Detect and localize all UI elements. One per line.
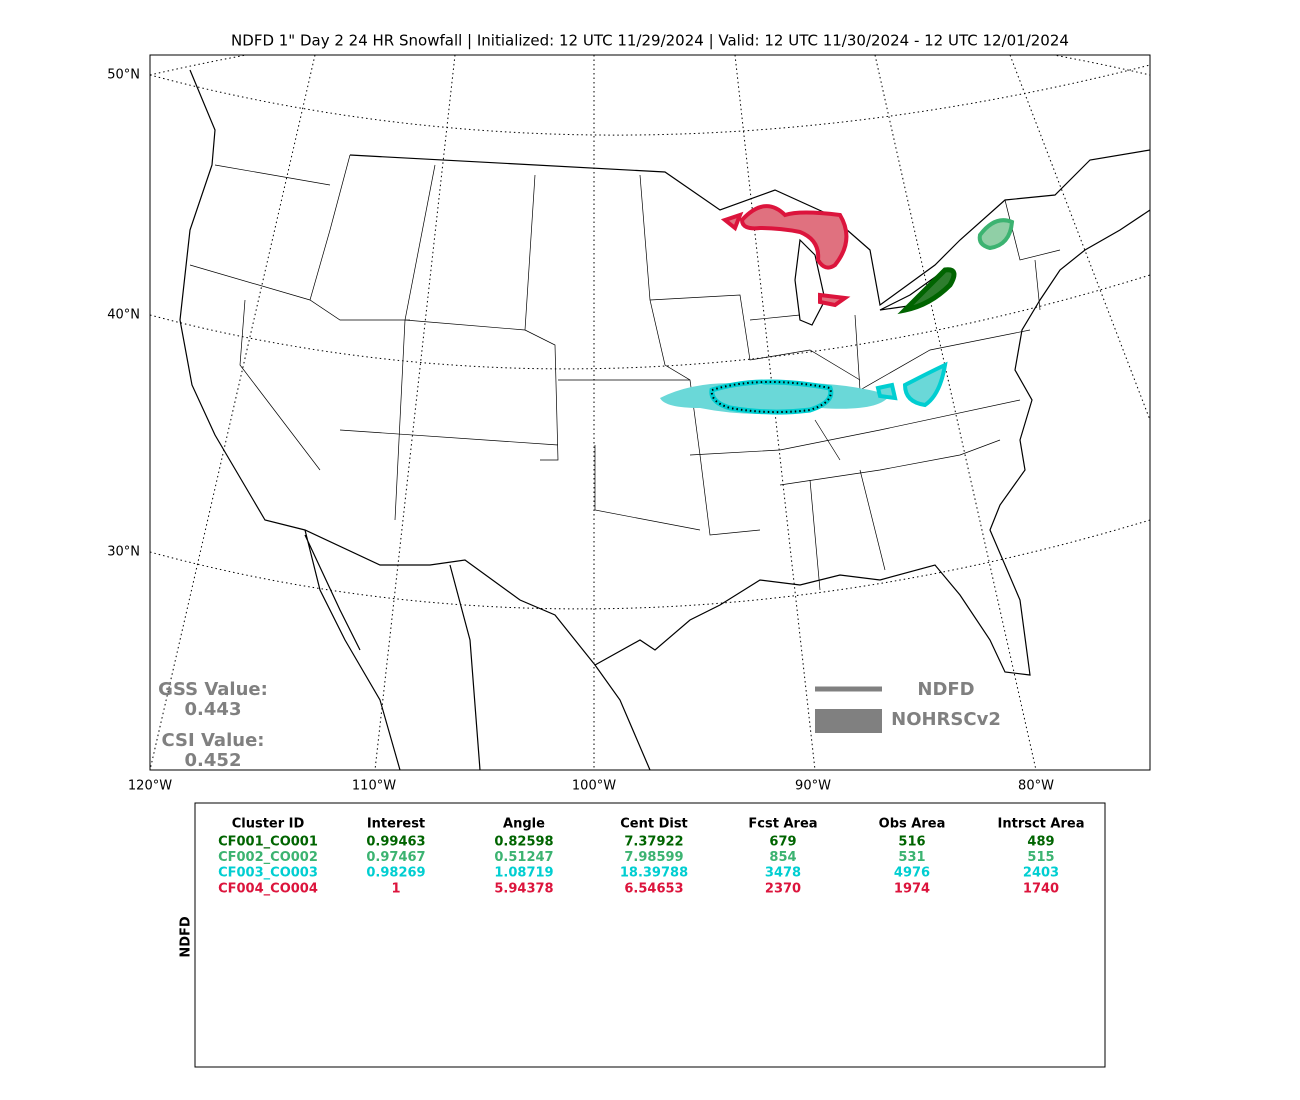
table-header: Angle xyxy=(503,817,545,832)
title: NDFD 1" Day 2 24 HR Snowfall | Initializ… xyxy=(231,32,1069,50)
lat-label: 30°N xyxy=(107,545,140,560)
lake-michigan xyxy=(794,238,826,326)
table-cell: CF003_CO003 xyxy=(218,866,318,881)
table-cell: 0.99463 xyxy=(366,835,425,850)
csi-value: 0.452 xyxy=(185,750,242,771)
table-cell: 7.98599 xyxy=(624,850,683,865)
map: NDFD NOHRSCv2 GSS Value: 0.443 CSI Value… xyxy=(149,54,1151,771)
table-cell: 0.97467 xyxy=(366,850,425,865)
table-cell: 0.82598 xyxy=(494,835,553,850)
lon-label: 80°W xyxy=(1018,779,1054,794)
table-header: Interest xyxy=(367,817,425,832)
table-cell: 516 xyxy=(898,835,925,850)
table-cell: 1740 xyxy=(1023,881,1059,896)
fcst-area xyxy=(720,204,851,308)
table-frame xyxy=(194,802,1106,1068)
table-cell: 7.37922 xyxy=(624,835,683,850)
lon-label: 90°W xyxy=(795,779,831,794)
table-header: Cent Dist xyxy=(620,817,688,832)
clusters xyxy=(660,204,1015,415)
graticule xyxy=(734,55,816,770)
table-cell: CF004_CO004 xyxy=(218,881,318,896)
table-cell: CF002_CO002 xyxy=(218,850,318,865)
table-cell: 0.51247 xyxy=(494,850,553,865)
fcst-area xyxy=(710,380,832,414)
coastline xyxy=(179,69,1150,676)
table-header: Obs Area xyxy=(879,817,946,832)
table-cell: 1 xyxy=(391,881,400,896)
lat-label: 40°N xyxy=(107,308,140,323)
legend-label: NOHRSCv2 xyxy=(891,709,1001,730)
fcst-area xyxy=(977,218,1015,251)
mexico xyxy=(304,529,651,770)
table-side-label: NDFD xyxy=(179,916,194,958)
graticule xyxy=(874,55,1037,770)
table-cell: 18.39788 xyxy=(620,866,688,881)
table-cell: 1.08719 xyxy=(494,866,553,881)
csi-label: CSI Value: xyxy=(162,730,265,751)
table-cell: 531 xyxy=(898,850,925,865)
table: Cluster ID Interest Angle Cent Dist Fcst Are… xyxy=(218,817,1084,897)
fcst-area xyxy=(897,267,957,315)
legend-patch xyxy=(815,709,882,733)
table-cell: 2403 xyxy=(1023,866,1059,881)
table-header: Cluster ID xyxy=(232,817,305,832)
table-cell: 3478 xyxy=(765,866,801,881)
table-cell: CF001_CO001 xyxy=(218,835,318,850)
lat-label: 50°N xyxy=(107,68,140,83)
table-cell: 489 xyxy=(1027,835,1054,850)
table-cell: 679 xyxy=(769,835,796,850)
table-cell: 0.98269 xyxy=(366,866,425,881)
table-cell: 854 xyxy=(769,850,796,865)
table-cell: 5.94378 xyxy=(494,881,553,896)
lon-label: 120°W xyxy=(128,779,172,794)
table-cell: 2370 xyxy=(765,881,801,896)
lon-label: 110°W xyxy=(352,779,396,794)
state-lines xyxy=(189,154,1061,591)
table-header: Fcst Area xyxy=(748,817,817,832)
table-cell: 6.54653 xyxy=(624,881,683,896)
graticule xyxy=(150,55,316,770)
gss-label: GSS Value: xyxy=(158,679,268,700)
table-header: Intrsct Area xyxy=(998,817,1085,832)
border xyxy=(349,149,1150,307)
lon-label: 100°W xyxy=(572,779,616,794)
legend-label: NDFD xyxy=(917,679,974,700)
fcst-area xyxy=(875,361,948,408)
table-cell: 515 xyxy=(1027,850,1054,865)
graticule xyxy=(374,55,456,770)
table-cell: 4976 xyxy=(894,866,930,881)
gss-value: 0.443 xyxy=(185,699,242,720)
table-cell: 1974 xyxy=(894,881,930,896)
map-frame xyxy=(149,54,1151,771)
